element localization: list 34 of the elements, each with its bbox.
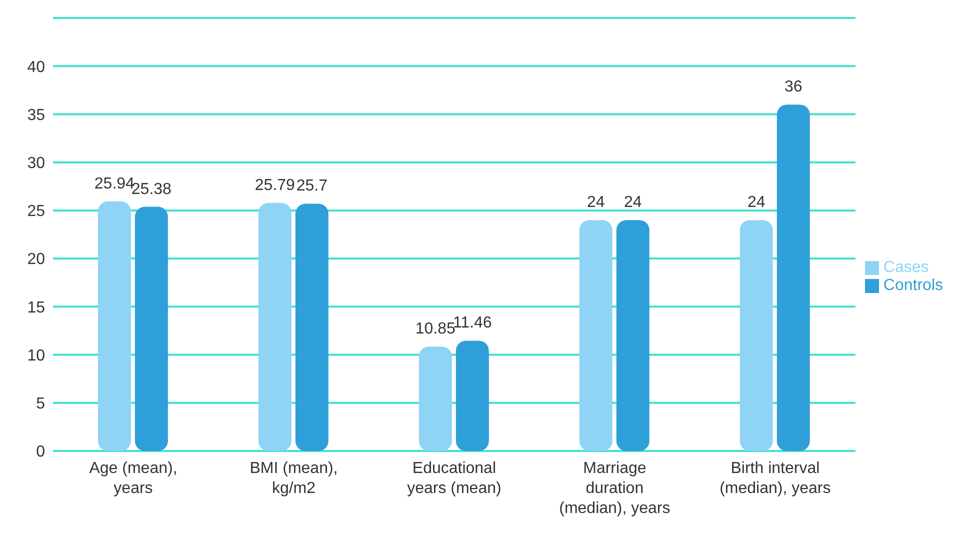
x-tick-label: Birth interval (median), years <box>720 460 831 497</box>
bar <box>456 340 489 451</box>
bar <box>258 202 292 451</box>
bar <box>616 220 650 451</box>
bar <box>418 346 452 451</box>
bar <box>740 220 773 451</box>
legend-label: Controls <box>883 277 943 294</box>
y-tick-label: 10 <box>27 347 46 364</box>
y-tick-label: 30 <box>27 155 46 172</box>
y-tick-label: 15 <box>27 299 46 316</box>
data-label: 25.7 <box>296 178 328 195</box>
bar <box>295 204 328 451</box>
y-tick-label: 0 <box>36 444 46 461</box>
data-label: 25.79 <box>254 176 296 194</box>
data-label: 24 <box>586 194 605 212</box>
data-label: 36 <box>784 78 802 96</box>
data-label: 10.85 <box>415 320 456 338</box>
x-tick-label: Marriage duration (median), years <box>559 460 670 517</box>
y-tick-label: 5 <box>36 396 46 413</box>
bar <box>579 220 612 451</box>
data-label: 25.38 <box>131 180 172 198</box>
y-tick-label: 25 <box>27 203 46 220</box>
x-tick-label: Age (mean), years <box>89 460 178 497</box>
bar <box>134 206 168 451</box>
y-tick-label: 35 <box>27 106 46 124</box>
legend-label: Cases <box>883 259 929 276</box>
data-label: 24 <box>624 194 642 212</box>
x-tick-label: BMI (mean), kg/m2 <box>250 460 338 497</box>
y-tick-label: 40 <box>27 58 46 76</box>
bar <box>776 104 810 451</box>
y-tick-label: 20 <box>27 251 46 268</box>
bar <box>98 201 131 451</box>
x-tick-label: Educational years (mean) <box>407 460 502 497</box>
data-label: 24 <box>747 194 766 212</box>
